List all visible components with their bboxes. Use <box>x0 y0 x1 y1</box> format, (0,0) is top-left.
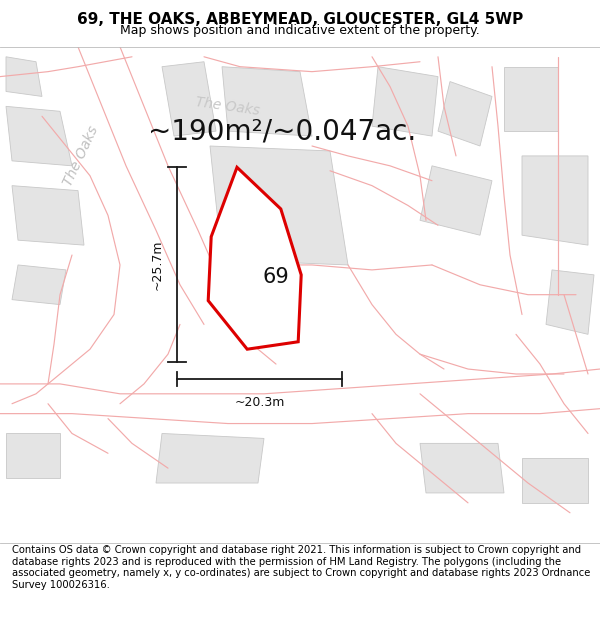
Polygon shape <box>522 458 588 503</box>
Polygon shape <box>162 62 216 136</box>
Polygon shape <box>6 434 60 478</box>
Polygon shape <box>504 67 558 131</box>
Polygon shape <box>522 156 588 245</box>
Text: ~190m²/~0.047ac.: ~190m²/~0.047ac. <box>148 117 416 145</box>
Polygon shape <box>6 57 42 96</box>
Text: ~25.7m: ~25.7m <box>151 239 164 290</box>
Text: Contains OS data © Crown copyright and database right 2021. This information is : Contains OS data © Crown copyright and d… <box>12 545 590 590</box>
Polygon shape <box>372 67 438 136</box>
Polygon shape <box>6 106 72 166</box>
Polygon shape <box>156 434 264 483</box>
Text: Map shows position and indicative extent of the property.: Map shows position and indicative extent… <box>120 24 480 36</box>
Text: 69: 69 <box>263 268 289 288</box>
Polygon shape <box>12 265 66 304</box>
Polygon shape <box>210 146 348 265</box>
Text: ~20.3m: ~20.3m <box>235 396 284 409</box>
Polygon shape <box>12 186 84 245</box>
Polygon shape <box>222 67 312 136</box>
Polygon shape <box>546 270 594 334</box>
Polygon shape <box>420 166 492 235</box>
Text: The Oaks: The Oaks <box>195 95 261 118</box>
Text: The Oaks: The Oaks <box>61 124 101 188</box>
Polygon shape <box>420 443 504 493</box>
Polygon shape <box>438 82 492 146</box>
Text: 69, THE OAKS, ABBEYMEAD, GLOUCESTER, GL4 5WP: 69, THE OAKS, ABBEYMEAD, GLOUCESTER, GL4… <box>77 12 523 27</box>
Polygon shape <box>208 168 301 349</box>
